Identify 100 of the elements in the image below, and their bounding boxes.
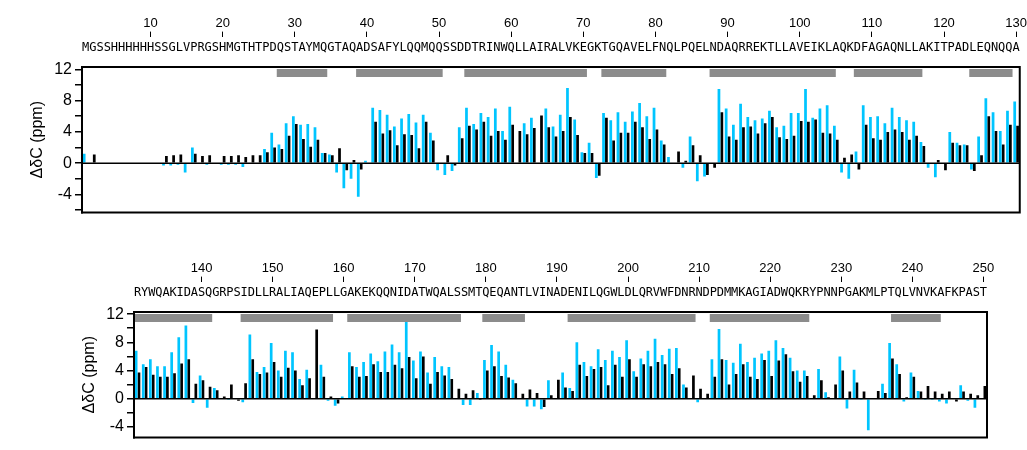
x-tick-label: L	[558, 39, 566, 54]
x-tick-label: W	[610, 284, 619, 299]
x-tick-label: S	[96, 39, 104, 54]
x-tick-label: L	[873, 284, 881, 299]
x2-tick-label: 40	[359, 15, 375, 31]
x-tick-label: L	[446, 284, 454, 299]
x-tick-label: L	[522, 39, 530, 54]
x-tick-label: E	[489, 284, 497, 299]
x-tick-label: A	[377, 39, 386, 54]
x-tick-label: V	[652, 284, 661, 299]
x-tick-label: Y	[809, 284, 818, 299]
x-tick-label: I	[539, 284, 547, 299]
x-tick-label: L	[332, 284, 341, 299]
x-tick-label: A	[918, 39, 927, 54]
x-tick-label: D	[183, 284, 191, 299]
y-tick-label: 8	[63, 91, 73, 109]
x-tick-label: Q	[839, 39, 847, 54]
x-tick-label: Q	[687, 39, 696, 54]
x2-tick-label: 100	[788, 15, 811, 31]
x-tick-label: L	[644, 39, 652, 54]
x-tick-label: K	[930, 284, 939, 299]
x-tick-label: V	[922, 284, 931, 299]
x-tick-label: D	[624, 284, 632, 299]
x-tick-label: I	[485, 39, 494, 54]
x-tick-label: Q	[731, 39, 739, 54]
x-tick-label: A	[623, 39, 631, 54]
x2-tick-label: 180	[475, 260, 497, 276]
x2-tick-label: 50	[431, 15, 447, 31]
x-tick-label: D	[853, 39, 862, 54]
x-tick-label: G	[875, 39, 883, 54]
y-tick-label: -4	[109, 417, 125, 435]
x-tick-label: W	[148, 284, 157, 299]
x-tick-label: G	[233, 39, 241, 54]
x-tick-label: A	[439, 284, 448, 299]
x-tick-label: I	[536, 39, 544, 54]
x-tick-label: S	[154, 39, 162, 54]
x-tick-label: Q	[428, 39, 436, 54]
x-tick-label: F	[861, 39, 869, 54]
x-tick-label: S	[283, 39, 292, 54]
x-tick-label: R	[268, 284, 277, 299]
x-tick-label: G	[752, 284, 760, 299]
x-tick-label: L	[283, 284, 291, 299]
x-tick-label: Q	[406, 39, 414, 54]
x-tick-label: P	[947, 39, 955, 54]
x-tick-label: R	[745, 39, 754, 54]
x-tick-label: D	[716, 39, 725, 54]
x-tick-label: L	[254, 284, 263, 299]
x-tick-label: H	[118, 39, 126, 54]
x-tick-label: H	[139, 39, 147, 54]
y-tick-label: 12	[54, 59, 73, 77]
x-tick-label: M	[81, 39, 90, 54]
x-tick-label: Q	[432, 284, 440, 299]
x-tick-label: A	[529, 39, 538, 54]
x-tick-label: I	[933, 39, 941, 54]
x-tick-label: N	[830, 284, 838, 299]
x-tick-label: P	[190, 39, 198, 54]
x-tick-label: S	[197, 284, 206, 299]
x-tick-label: P	[226, 284, 234, 299]
x-tick-label: I	[240, 284, 248, 299]
x2-tick-label: 150	[261, 260, 284, 276]
x-tick-label: Q	[983, 39, 991, 54]
x-tick-label: A	[356, 39, 365, 54]
y-tick-label: 0	[115, 389, 125, 407]
x-tick-label: G	[844, 284, 852, 299]
x-tick-label: V	[182, 39, 191, 54]
x-tick-label: K	[169, 284, 178, 299]
x-tick-label: N	[389, 284, 398, 299]
x-tick-label: D	[269, 39, 277, 54]
x-tick-label: L	[261, 284, 270, 299]
x-tick-label: H	[219, 39, 227, 54]
x-tick-label: P	[958, 284, 966, 299]
x-tick-label: Q	[205, 284, 213, 299]
x-tick-label: A	[954, 39, 963, 54]
x-tick-label: L	[325, 284, 334, 299]
x2-tick-label: 140	[190, 260, 213, 276]
x-tick-label: K	[846, 39, 855, 54]
x-tick-label: I	[396, 284, 405, 299]
x-tick-label: L	[824, 39, 833, 54]
x-tick-label: K	[760, 39, 769, 54]
x-tick-label: E	[637, 39, 645, 54]
x-tick-label: Q	[482, 284, 490, 299]
x-tick-label: Q	[276, 39, 284, 54]
x-tick-label: P	[318, 284, 326, 299]
x-tick-label: L	[901, 284, 909, 299]
x-tick-label: G	[89, 39, 97, 54]
x-tick-label: L	[631, 284, 639, 299]
x-tick-label: P	[709, 284, 717, 299]
x-tick-label: A	[298, 39, 307, 54]
x-tick-label: N	[574, 284, 582, 299]
x-tick-label: S	[211, 39, 220, 54]
x-tick-label: T	[767, 39, 775, 54]
x-tick-label: E	[311, 284, 319, 299]
x-tick-label: Q	[889, 39, 898, 54]
x-tick-label: R	[197, 39, 206, 54]
x-tick-label: K	[738, 284, 747, 299]
y-axis-title: ΔδC (ppm)	[80, 336, 98, 414]
x-tick-label: T	[979, 284, 988, 299]
x-tick-label: A	[788, 39, 797, 54]
x-tick-label: F	[667, 284, 675, 299]
y-axis-title: ΔδC (ppm)	[28, 101, 46, 179]
